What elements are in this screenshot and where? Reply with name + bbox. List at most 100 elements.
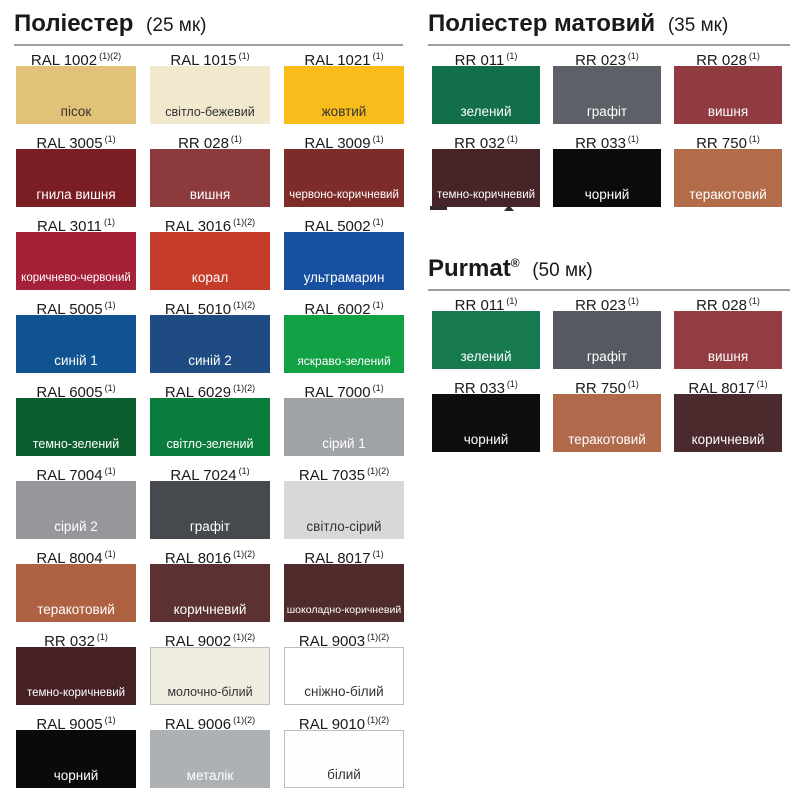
color-swatch-cell: RAL 3016 (1)(2) корал [150, 214, 270, 290]
color-swatch-cell: RAL 7024 (1) графіт [150, 463, 270, 539]
swatch-color-name: чорний [584, 187, 630, 202]
swatch-code-footnote: (1) [627, 134, 639, 144]
swatch-code-footnote: (1) [372, 549, 384, 559]
swatch-color-name: сірий 1 [322, 436, 366, 451]
swatch-code-text: RR 032 [44, 633, 95, 650]
swatch-color-block: коричневий [674, 394, 782, 452]
swatch-code-text: RAL 9006 [164, 716, 232, 733]
swatch-code-footnote: (1)(2) [367, 715, 390, 725]
swatch-code-text: RAL 1002 [30, 52, 98, 69]
swatch-color-block: вишня [674, 311, 782, 369]
swatch-code-text: RAL 3005 [36, 135, 103, 152]
swatch-code-footnote: (1) [96, 632, 108, 642]
cropped-glyph-dash [430, 206, 447, 210]
color-swatch-cell: RR 750 (1) теракотовий [674, 131, 782, 207]
swatch-code-text: RAL 6029 [164, 384, 232, 401]
cropped-text-fragment [430, 204, 550, 214]
swatch-color-name: чорний [463, 432, 509, 447]
swatch-color-block: синій 2 [150, 315, 270, 373]
swatch-code: RAL 6002 (1) [284, 297, 404, 318]
section-purmat: Purmat® (50 мк) RR 011 (1) зелений RR 023 (1… [428, 249, 790, 452]
swatch-code-footnote: (1) [506, 379, 518, 389]
swatch-color-block: світло-зелений [150, 398, 270, 456]
swatch-color-block: чорний [16, 730, 136, 788]
swatch-code-text: RAL 8017 [688, 380, 755, 397]
swatch-color-name: коричнево-червоний [21, 272, 131, 284]
section-title-text: Поліестер матовий [428, 10, 656, 37]
swatch-code-text: RAL 1015 [170, 52, 237, 69]
color-swatch-cell: RAL 9002 (1)(2) молочно-білий [150, 629, 270, 705]
swatch-code-text: RAL 5002 [304, 218, 371, 235]
swatch-code-footnote: (1) [372, 134, 384, 144]
color-swatch-cell: RAL 7000 (1) сірий 1 [284, 380, 404, 456]
section-title-text: Purmat [428, 255, 511, 282]
swatch-code: RR 028 (1) [674, 293, 782, 314]
swatch-color-block: світло-сірий [284, 481, 404, 539]
color-swatch-cell: RAL 1021 (1) жовтий [284, 48, 404, 124]
swatch-code-footnote: (1) [104, 300, 116, 310]
swatch-code-text: RAL 8017 [304, 550, 371, 567]
swatch-code: RR 011 (1) [432, 293, 540, 314]
swatch-color-block: пісок [16, 66, 136, 124]
swatch-code-text: RAL 3016 [164, 218, 232, 235]
section-purmat-title: Purmat® (50 мк) [428, 249, 790, 291]
swatch-color-block: темно-зелений [16, 398, 136, 456]
swatch-color-name: світло-сірий [306, 519, 382, 534]
color-swatch-cell: RAL 6002 (1) яскраво-зелений [284, 297, 404, 373]
swatch-color-block: металік [150, 730, 270, 788]
swatch-color-name: теракотовий [568, 432, 646, 447]
swatch-color-name: червоно-коричневий [289, 189, 399, 201]
swatch-color-name: сірий 2 [54, 519, 98, 534]
color-swatch-cell: RR 023 (1) графіт [553, 293, 661, 369]
color-swatch-cell: RAL 5002 (1) ультрамарин [284, 214, 404, 290]
section-title-thickness: (25 мк) [146, 15, 207, 36]
swatch-code: RAL 9010 (1)(2) [284, 712, 404, 733]
swatch-color-name: вишня [707, 349, 749, 364]
swatch-code-text: RAL 7024 [170, 467, 237, 484]
swatch-grid-polyester-matte: RR 011 (1) зелений RR 023 (1) графіт RR 028 (1)… [428, 48, 790, 207]
swatch-color-name: графіт [586, 349, 628, 364]
swatch-code-footnote: (1)(2) [233, 217, 256, 227]
section-polyester-matte-title: Поліестер матовий (35 мк) [428, 4, 790, 46]
swatch-color-block: зелений [432, 66, 540, 124]
swatch-code: RAL 8004 (1) [16, 546, 136, 567]
section-polyester-matte: Поліестер матовий (35 мк) RR 011 (1) зелен… [428, 4, 790, 207]
swatch-color-name: світло-зелений [166, 437, 254, 451]
swatch-code-text: RAL 7004 [36, 467, 103, 484]
swatch-color-block: жовтий [284, 66, 404, 124]
swatch-color-block: коричнево-червоний [16, 232, 136, 290]
color-swatch-cell: RAL 3005 (1) гнила вишня [16, 131, 136, 207]
swatch-code: RAL 8017 (1) [674, 376, 782, 397]
swatch-code-footnote: (1) [506, 296, 518, 306]
color-swatch-cell: RAL 1002 (1)(2) пісок [16, 48, 136, 124]
swatch-code: RAL 6005 (1) [16, 380, 136, 401]
swatch-color-name: вишня [707, 104, 749, 119]
swatch-color-block: теракотовий [553, 394, 661, 452]
swatch-color-name: сніжно-білий [304, 684, 384, 699]
swatch-color-block: синій 1 [16, 315, 136, 373]
swatch-color-name: молочно-білий [167, 685, 253, 699]
color-swatch-cell: RR 023 (1) графіт [553, 48, 661, 124]
swatch-code-footnote: (1) [627, 296, 639, 306]
swatch-code-footnote: (1) [748, 51, 760, 61]
color-swatch-cell: RAL 9010 (1)(2) білий [284, 712, 404, 788]
swatch-code: RAL 5010 (1)(2) [150, 297, 270, 318]
swatch-code: RAL 9005 (1) [16, 712, 136, 733]
color-swatch-cell: RR 033 (1) чорний [432, 376, 540, 452]
swatch-code-footnote: (1) [627, 379, 639, 389]
swatch-code-text: RAL 9010 [298, 716, 366, 733]
swatch-color-block: молочно-білий [150, 647, 270, 705]
swatch-code: RR 011 (1) [432, 48, 540, 69]
swatch-code-footnote: (1) [372, 51, 384, 61]
swatch-color-block: графіт [553, 66, 661, 124]
swatch-code-text: RR 028 [696, 52, 747, 69]
swatch-code-text: RAL 6005 [36, 384, 103, 401]
swatch-code: RR 032 (1) [432, 131, 540, 152]
registered-mark: ® [510, 256, 520, 270]
swatch-code-footnote: (1) [238, 466, 250, 476]
swatch-code-text: RR 750 [575, 380, 626, 397]
swatch-color-name: графіт [586, 104, 628, 119]
color-swatch-cell: RAL 6029 (1)(2) світло-зелений [150, 380, 270, 456]
color-swatch-cell: RAL 6005 (1) темно-зелений [16, 380, 136, 456]
swatch-code: RR 033 (1) [432, 376, 540, 397]
